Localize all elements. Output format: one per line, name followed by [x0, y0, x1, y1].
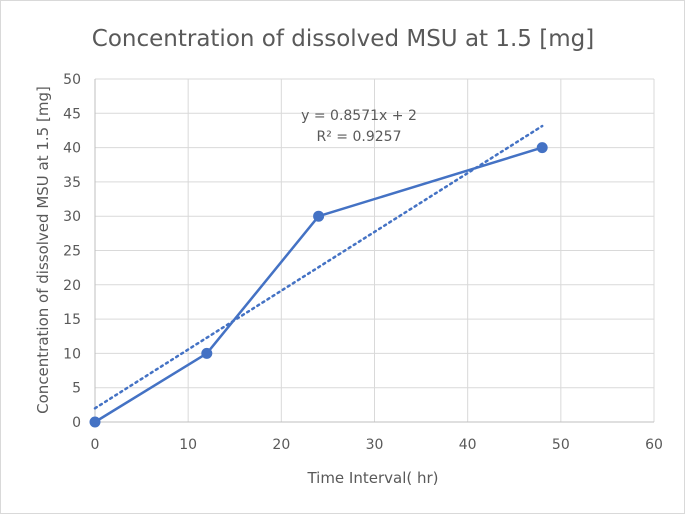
- y-tick-label: 45: [63, 106, 81, 122]
- data-point: [313, 210, 325, 222]
- trendline-layer: [93, 124, 544, 410]
- y-tick-label: 20: [63, 278, 81, 294]
- data-point: [89, 416, 101, 428]
- y-tick-label: 10: [63, 346, 81, 362]
- series-line: [94, 146, 543, 424]
- y-tick-label: 50: [63, 72, 81, 88]
- x-axis-title: Time Interval( hr): [306, 469, 438, 487]
- trendline-equation: y = 0.8571x + 2: [301, 108, 417, 124]
- x-tick-label: 40: [459, 437, 477, 453]
- linear-trendline: [93, 124, 544, 410]
- x-tick-label: 50: [552, 437, 570, 453]
- annotation-layer: y = 0.8571x + 2 R² = 0.9257: [301, 108, 417, 145]
- data-point: [201, 347, 213, 359]
- y-tick-label: 0: [72, 415, 81, 431]
- x-tick-label: 0: [91, 437, 100, 453]
- y-tick-label: 25: [63, 244, 81, 260]
- x-tick-label: 20: [272, 437, 290, 453]
- axes: [94, 79, 654, 423]
- series-layer: [89, 142, 548, 428]
- x-tick-label: 30: [366, 437, 384, 453]
- y-tick-label: 15: [63, 312, 81, 328]
- tick-labels: 0 5 10 15 20 25 30 35 40 45 50 0 10 20 30 40 50 60: [63, 72, 663, 453]
- y-tick-label: 35: [63, 175, 81, 191]
- data-point: [536, 142, 548, 154]
- x-tick-label: 60: [645, 437, 663, 453]
- y-tick-label: 5: [72, 381, 81, 397]
- trendline-r-squared: R² = 0.9257: [317, 129, 402, 145]
- y-axis-title: Concentration of dissolved MSU at 1.5 [m…: [34, 86, 52, 414]
- chart-title: Concentration of dissolved MSU at 1.5 [m…: [92, 26, 594, 52]
- y-tick-label: 40: [63, 141, 81, 157]
- y-tick-label: 30: [63, 209, 81, 225]
- x-tick-label: 10: [179, 437, 197, 453]
